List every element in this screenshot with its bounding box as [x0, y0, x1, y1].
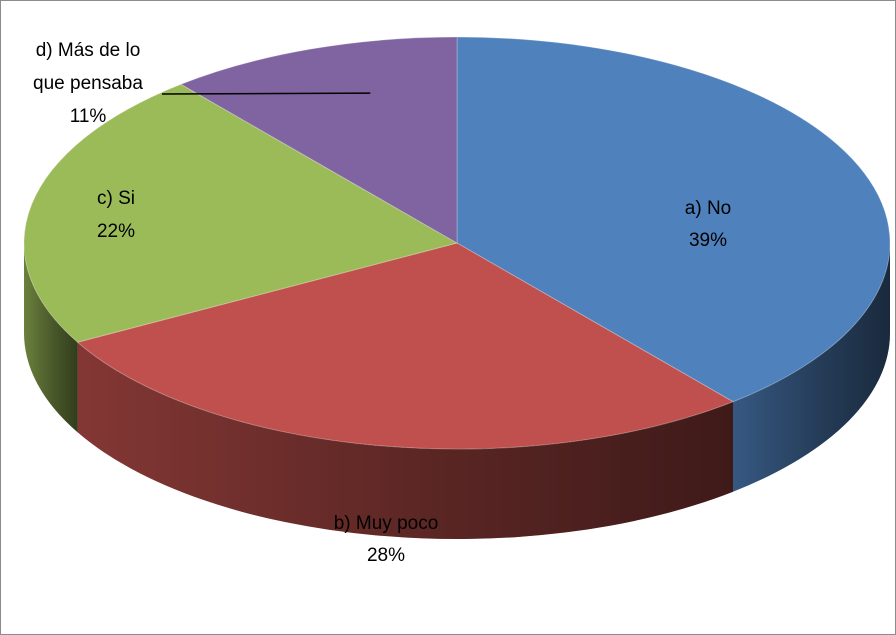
slice-side-shade-a	[733, 243, 890, 492]
slice-side-shade-c	[24, 243, 78, 433]
slice-label-d-line2: que pensaba	[33, 73, 143, 94]
slice-c	[23, 83, 459, 343]
slice-label-b: b) Muy poco	[334, 513, 439, 534]
slice-a	[456, 36, 891, 403]
slice-value-d: 11%	[70, 106, 107, 127]
slice-d	[179, 36, 458, 244]
slice-label-a: a) No	[685, 198, 731, 219]
slice-label-c: c) Si	[97, 188, 135, 209]
slice-value-c: 22%	[97, 221, 135, 242]
leader-line-d	[161, 92, 371, 95]
slice-value-a: 39%	[689, 230, 727, 251]
slice-side-shade-b	[77, 342, 734, 540]
slice-label-d-line1: d) Más de lo	[36, 40, 141, 61]
slice-b	[76, 242, 735, 450]
slice-value-b: 28%	[367, 545, 405, 566]
